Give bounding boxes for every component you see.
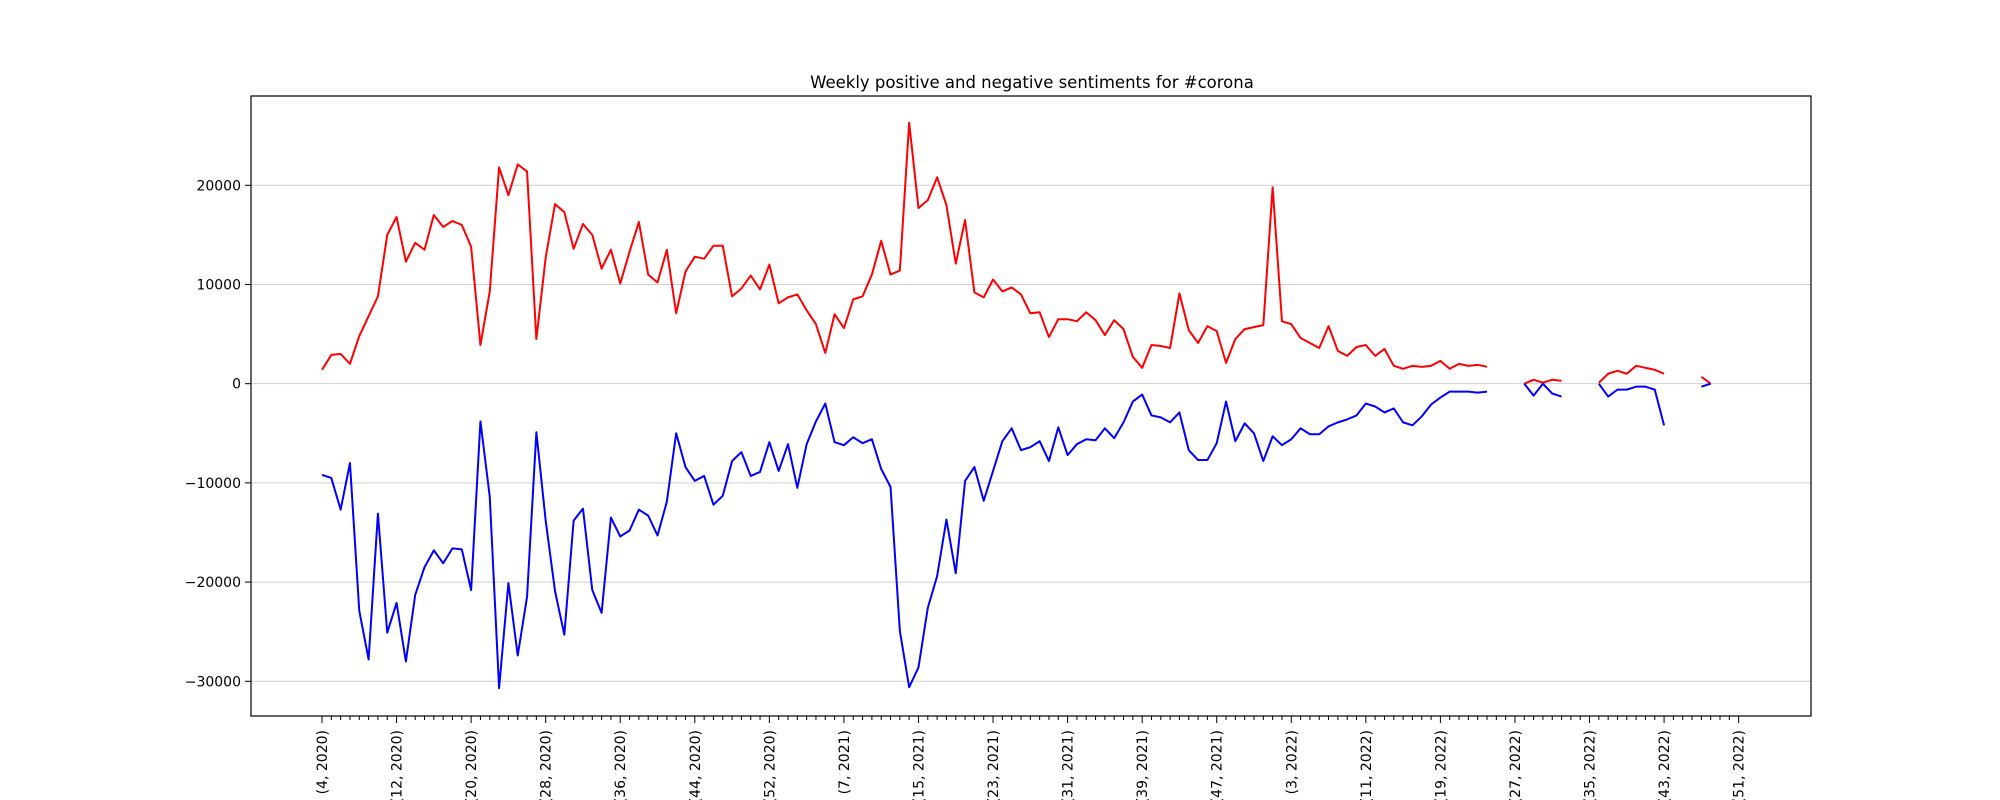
y-tick-label: −30000	[185, 674, 241, 690]
x-tick-label: (36, 2020)	[613, 730, 629, 800]
x-tick-label: (12, 2020)	[390, 730, 406, 800]
x-tick-label: (35, 2022)	[1583, 730, 1599, 800]
x-tick-label: (28, 2020)	[539, 730, 555, 800]
plot-frame	[250, 95, 1812, 717]
x-tick-label: (20, 2020)	[464, 730, 480, 800]
x-tick-label: (52, 2020)	[762, 730, 778, 800]
chart-title: Weekly positive and negative sentiments …	[810, 73, 1254, 92]
x-tick-label: (44, 2020)	[688, 730, 704, 800]
y-tick-label: −10000	[185, 476, 241, 492]
x-tick-label: (11, 2022)	[1359, 730, 1375, 800]
negative-sentiment-line	[321, 382, 1711, 690]
x-tick-label: (43, 2022)	[1657, 730, 1673, 800]
x-tick-label: (47, 2021)	[1210, 730, 1226, 800]
y-tick-label: 20000	[196, 178, 241, 194]
x-tick-label: (7, 2021)	[837, 730, 853, 794]
x-tick-label: (15, 2021)	[911, 730, 927, 800]
y-tick-label: −20000	[185, 575, 241, 591]
y-gridlines	[251, 184, 1811, 682]
y-tick-label: 0	[232, 377, 241, 393]
x-tick-label: (23, 2021)	[986, 730, 1002, 800]
series-lines	[321, 121, 1712, 690]
y-axis: −30000 −20000 −10000 0 10000 20000	[185, 178, 251, 690]
y-tick-label: 10000	[196, 277, 241, 293]
x-tick-label: (19, 2022)	[1433, 730, 1449, 800]
x-tick-label: (39, 2021)	[1135, 730, 1151, 800]
x-tick-label: (31, 2021)	[1061, 730, 1077, 800]
x-tick-label: (3, 2022)	[1284, 730, 1300, 794]
x-axis: (4, 2020) (12, 2020) (20, 2020) (28, 2020) (…	[315, 716, 1748, 800]
x-tick-label: (4, 2020)	[315, 730, 331, 794]
x-tick-label: (51, 2022)	[1732, 730, 1748, 800]
positive-sentiment-line	[321, 121, 1712, 385]
x-tick-label: (27, 2022)	[1508, 730, 1524, 800]
